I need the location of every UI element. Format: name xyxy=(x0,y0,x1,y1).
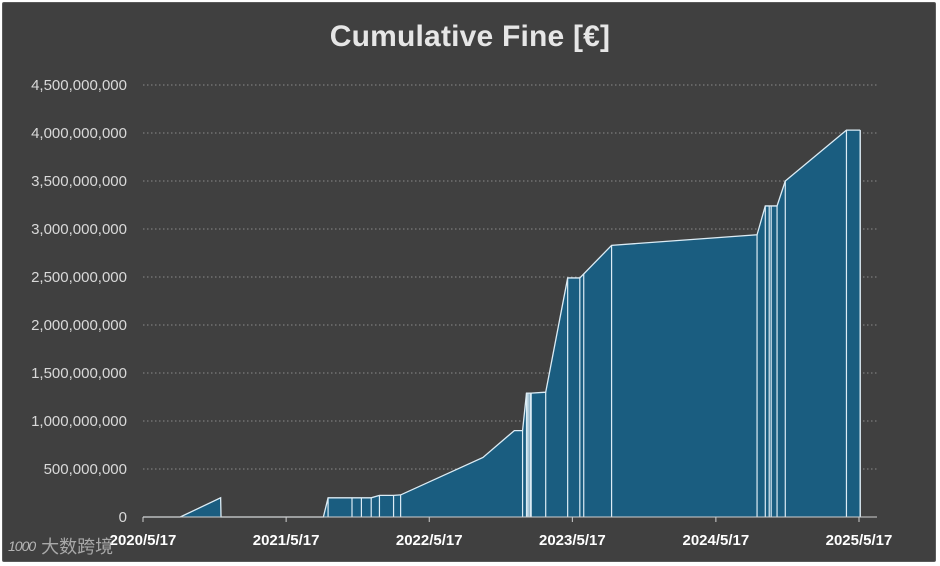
y-tick-label: 1,500,000,000 xyxy=(31,365,127,382)
series-line xyxy=(143,129,861,518)
x-tick-label: 2024/5/17 xyxy=(683,532,750,549)
x-tick-label: 2025/5/17 xyxy=(826,532,893,549)
y-tick-label: 4,500,000,000 xyxy=(31,77,127,94)
watermark: 1000 大数跨境 xyxy=(8,533,113,559)
x-tick-label: 2021/5/17 xyxy=(253,532,320,549)
area-fill xyxy=(143,130,861,517)
x-tick-label: 2022/5/17 xyxy=(396,532,463,549)
y-tick-label: 1,000,000,000 xyxy=(31,413,127,430)
x-tick-label: 2020/5/17 xyxy=(110,532,177,549)
y-tick-label: 2,500,000,000 xyxy=(31,269,127,286)
watermark-logo: 1000 xyxy=(8,538,36,554)
y-tick-label: 3,500,000,000 xyxy=(31,173,127,190)
y-tick-label: 0 xyxy=(119,509,127,526)
y-tick-label: 3,000,000,000 xyxy=(31,221,127,238)
y-tick-label: 500,000,000 xyxy=(44,461,127,478)
watermark-text: 大数跨境 xyxy=(41,537,114,557)
chart-title: Cumulative Fine [€] xyxy=(329,20,611,53)
x-tick-label: 2023/5/17 xyxy=(539,532,606,549)
y-tick-label: 2,000,000,000 xyxy=(31,317,127,334)
y-tick-label: 4,000,000,000 xyxy=(31,125,127,142)
